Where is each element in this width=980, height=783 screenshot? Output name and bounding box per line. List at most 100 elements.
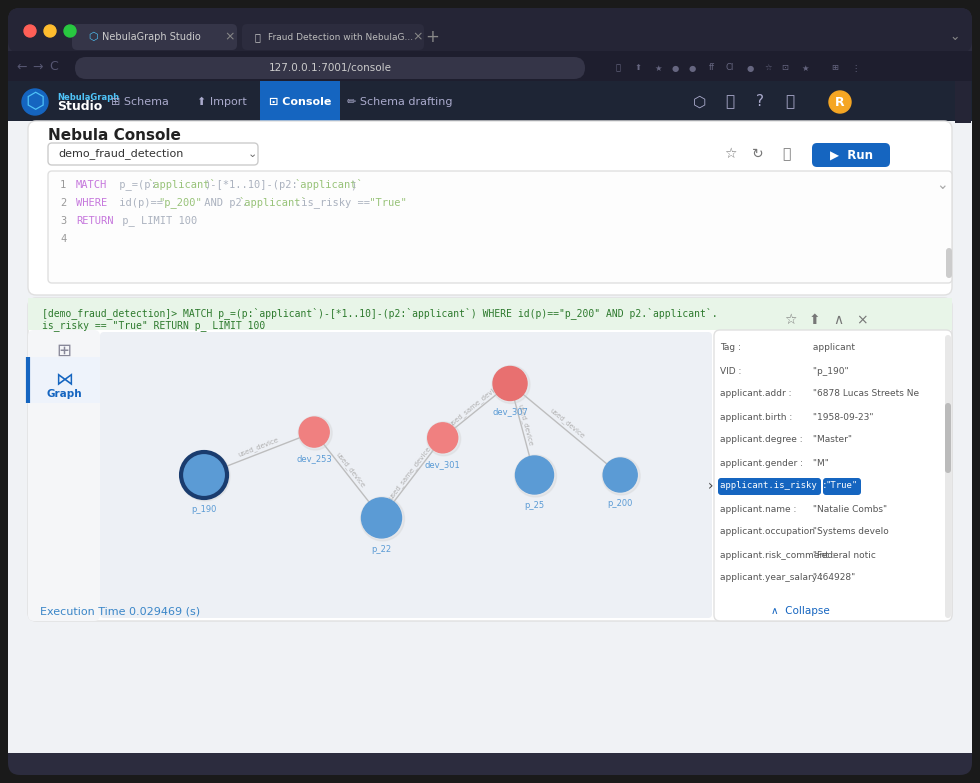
Text: Tag :: Tag : [720,344,741,352]
Text: ⬆: ⬆ [634,63,642,73]
Text: RETURN: RETURN [76,216,114,226]
FancyBboxPatch shape [714,330,952,621]
Text: used_device: used_device [516,404,534,447]
Text: C: C [50,60,59,74]
Circle shape [22,89,48,115]
FancyBboxPatch shape [260,81,340,123]
Text: ⬡: ⬡ [88,32,98,42]
Text: +: + [425,28,439,46]
Text: "True": "True" [363,198,407,208]
Text: Fraud Detection with NebulaG...: Fraud Detection with NebulaG... [268,33,414,41]
Text: 3: 3 [60,216,67,226]
Text: ☆: ☆ [784,313,797,327]
Text: used_device: used_device [236,436,279,458]
Text: "M": "M" [810,459,829,467]
Text: )-[*1..10]-(p2:: )-[*1..10]-(p2: [204,180,298,190]
Text: "6878 Lucas Streets Ne: "6878 Lucas Streets Ne [810,389,919,399]
FancyBboxPatch shape [100,332,712,618]
Text: p_25: p_25 [524,501,545,510]
Text: ⊡ Console: ⊡ Console [269,97,331,107]
Text: Table: Table [51,360,76,370]
Circle shape [514,455,557,497]
Text: ⋮: ⋮ [851,63,859,73]
FancyBboxPatch shape [72,24,237,50]
Text: ff: ff [709,63,715,73]
FancyBboxPatch shape [718,478,821,495]
Text: "Master": "Master" [810,435,852,445]
Text: →: → [32,60,43,74]
Text: ▶  Run: ▶ Run [829,149,872,161]
Text: ›: › [708,479,712,493]
Text: "p_200": "p_200" [158,197,202,208]
Text: `applicant`: `applicant` [239,197,308,208]
Text: ∧  Collapse: ∧ Collapse [770,606,829,616]
Text: ✏ Schema drafting: ✏ Schema drafting [347,97,453,107]
Text: used_device: used_device [334,451,367,489]
Text: ⋈: ⋈ [55,371,73,389]
Circle shape [361,497,405,541]
Text: applicant: applicant [810,344,855,352]
Circle shape [181,452,227,498]
FancyBboxPatch shape [28,121,952,295]
Text: ★: ★ [655,63,662,73]
Text: is_risky == "True" RETURN p_ LIMIT 100: is_risky == "True" RETURN p_ LIMIT 100 [42,320,266,331]
Text: ⊡: ⊡ [781,63,789,73]
Circle shape [24,25,36,37]
Text: applicant.birth :: applicant.birth : [720,413,792,421]
Text: p_200: p_200 [608,499,633,508]
Text: applicant.year_salary :: applicant.year_salary : [720,573,823,583]
Text: p_ LIMIT 100: p_ LIMIT 100 [116,215,197,226]
Text: "1958-09-23": "1958-09-23" [810,413,873,421]
Circle shape [829,91,851,113]
Text: p_190: p_190 [191,505,217,514]
Text: Graph: Graph [46,389,81,399]
Circle shape [299,417,329,447]
Text: MATCH: MATCH [76,180,107,190]
Text: p_=(p:: p_=(p: [113,179,157,190]
Circle shape [64,25,76,37]
FancyBboxPatch shape [8,121,972,753]
Text: ★: ★ [802,63,808,73]
FancyBboxPatch shape [242,24,424,50]
Text: ⊞ Schema: ⊞ Schema [111,97,169,107]
Text: R: R [835,96,845,109]
FancyBboxPatch shape [812,143,890,167]
Text: 🗑: 🗑 [782,147,790,161]
Text: applicant.is_risky :: applicant.is_risky : [720,482,827,490]
Text: "Federal notic: "Federal notic [810,550,876,560]
FancyBboxPatch shape [955,81,971,123]
Text: ⚿: ⚿ [615,63,620,73]
Text: ⊞: ⊞ [57,342,72,360]
Circle shape [492,366,530,403]
Text: ∧: ∧ [833,313,843,327]
FancyBboxPatch shape [75,57,585,79]
Circle shape [298,416,332,450]
Text: ⬡: ⬡ [693,95,707,110]
Text: "Natalie Combs": "Natalie Combs" [810,504,887,514]
Text: "Systems develo: "Systems develo [810,528,889,536]
FancyBboxPatch shape [945,335,951,618]
FancyBboxPatch shape [28,298,952,330]
Text: ⬡: ⬡ [25,92,45,112]
Text: applicant.addr :: applicant.addr : [720,389,792,399]
Text: "p_190": "p_190" [810,366,849,376]
Text: 🌐: 🌐 [725,95,735,110]
Text: .is_risky ==: .is_risky == [295,197,370,208]
Text: applicant.risk_comment :: applicant.risk_comment : [720,550,835,560]
Circle shape [602,457,640,495]
Text: applicant.name :: applicant.name : [720,504,797,514]
Text: ☆: ☆ [764,63,772,73]
Circle shape [427,423,458,453]
Circle shape [362,498,402,538]
Text: ↻: ↻ [753,147,763,161]
FancyBboxPatch shape [8,81,972,123]
Text: demo_fraud_detection: demo_fraud_detection [58,149,183,160]
Text: ●: ● [671,63,678,73]
Text: ⌄: ⌄ [247,149,257,159]
Text: ×: × [224,31,235,44]
Text: ☆: ☆ [724,147,736,161]
Text: 🎧: 🎧 [785,95,795,110]
Text: dev_301: dev_301 [425,460,461,469]
Text: ⌄: ⌄ [950,31,960,44]
Text: ⬆ Import: ⬆ Import [197,97,247,107]
